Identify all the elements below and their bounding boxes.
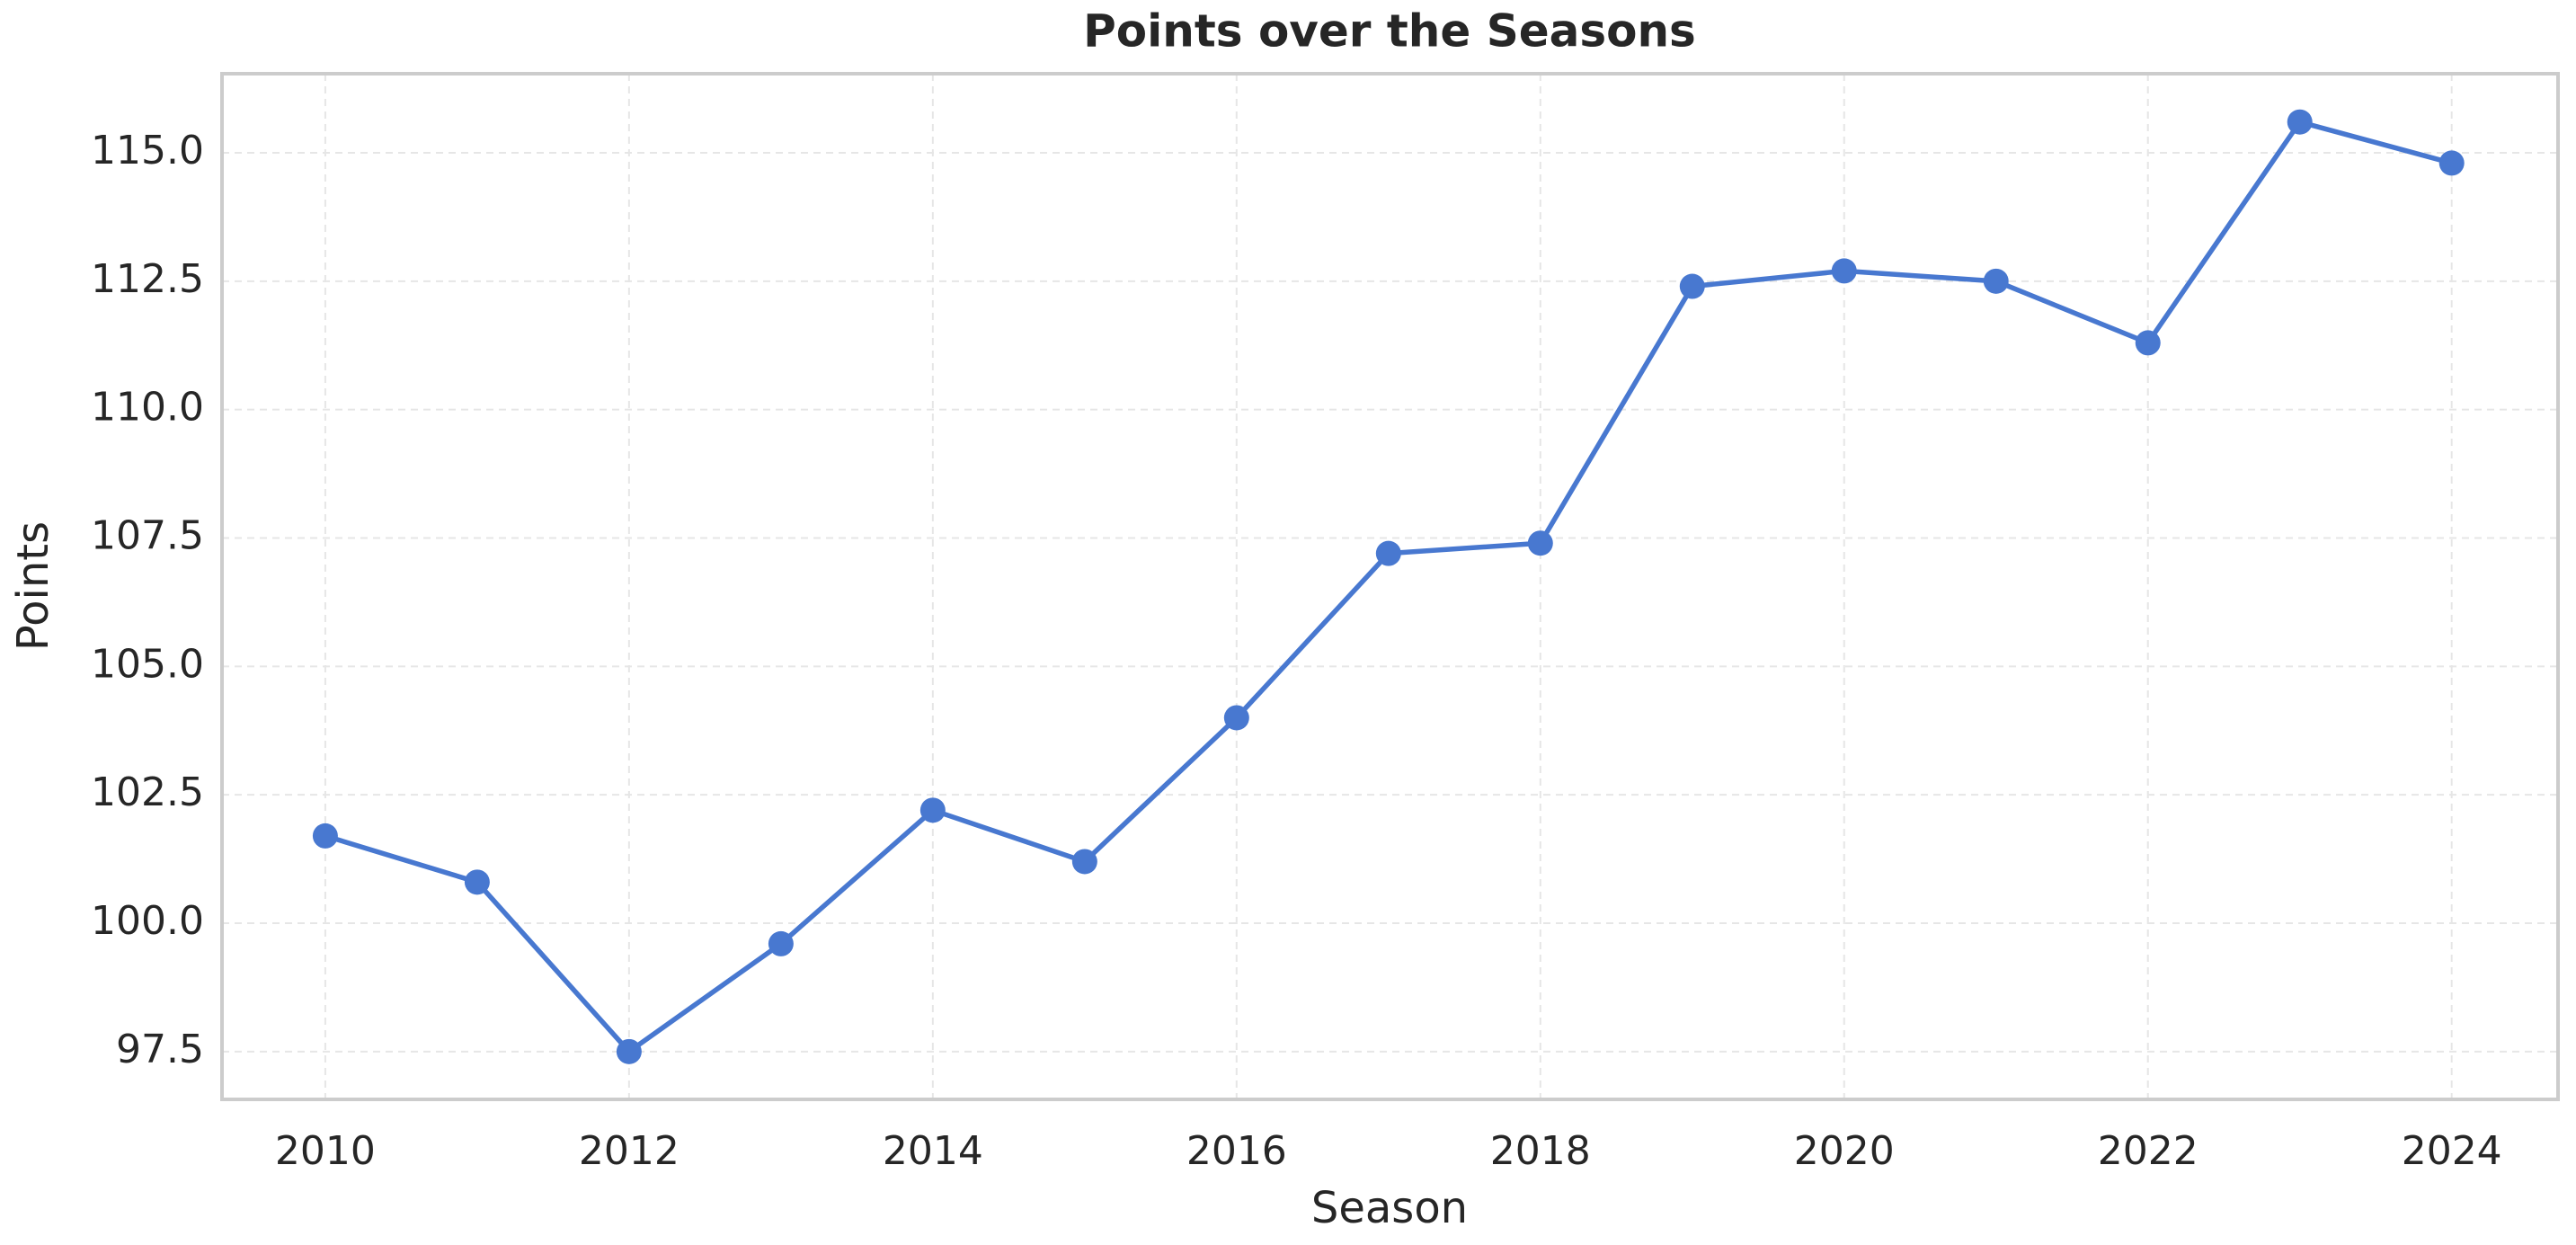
marker xyxy=(2135,330,2161,356)
marker xyxy=(1071,849,1097,875)
marker xyxy=(616,1038,642,1064)
y-tick-label: 100.0 xyxy=(91,898,204,944)
x-axis-label: Season xyxy=(1311,1183,1468,1233)
x-tick-label: 2010 xyxy=(275,1128,376,1174)
y-tick-label: 102.5 xyxy=(91,769,204,815)
line xyxy=(324,119,2453,1054)
x-tick-label: 2016 xyxy=(1186,1128,1287,1174)
plot-frame xyxy=(220,72,2560,1101)
x-tick-label: 2020 xyxy=(1794,1128,1895,1174)
marker xyxy=(464,869,490,895)
marker xyxy=(2287,109,2313,135)
marker xyxy=(1983,268,2009,294)
marker xyxy=(1831,258,1857,284)
chart-title: Points over the Seasons xyxy=(1083,5,1696,58)
marker xyxy=(312,823,338,849)
y-tick-label: 107.5 xyxy=(91,513,204,559)
x-tick-label: 2012 xyxy=(579,1128,680,1174)
x-tick-label: 2024 xyxy=(2402,1128,2502,1174)
y-tick-label: 105.0 xyxy=(91,641,204,687)
y-tick-label: 110.0 xyxy=(91,385,204,431)
y-tick-label: 115.0 xyxy=(91,128,204,173)
y-tick-label: 97.5 xyxy=(116,1027,204,1072)
marker xyxy=(2438,150,2465,176)
marker xyxy=(1679,273,1705,299)
x-tick-label: 2014 xyxy=(883,1128,983,1174)
marker xyxy=(1527,530,1553,556)
marker xyxy=(1375,540,1401,566)
x-tick-label: 2022 xyxy=(2098,1128,2198,1174)
x-tick-label: 2018 xyxy=(1490,1128,1591,1174)
marker xyxy=(919,797,946,823)
marker xyxy=(1223,705,1249,731)
y-tick-label: 112.5 xyxy=(91,256,204,302)
marker xyxy=(768,930,794,956)
y-axis-label: Points xyxy=(8,521,58,651)
